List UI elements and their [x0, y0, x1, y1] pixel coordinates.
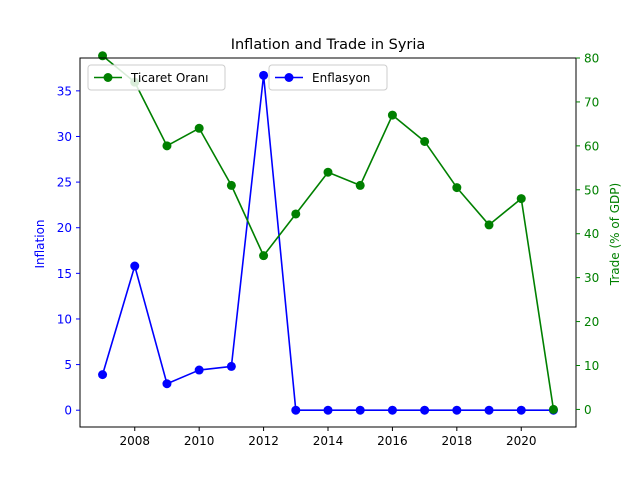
left-tick-label: 0: [64, 404, 72, 418]
trade-point: [452, 183, 462, 193]
trade-point: [98, 51, 108, 61]
right-tick-label: 50: [584, 183, 599, 197]
right-tick-label: 0: [584, 403, 592, 417]
inflation-point: [194, 365, 204, 375]
inflation-point: [226, 361, 236, 371]
inflation-point: [291, 405, 301, 415]
trade-point: [323, 167, 333, 177]
x-tick-label: 2012: [248, 434, 279, 448]
trade-point: [291, 209, 301, 219]
x-tick-label: 2010: [184, 434, 215, 448]
trade-point: [355, 180, 365, 190]
x-tick-label: 2008: [119, 434, 150, 448]
left-tick-label: 30: [57, 130, 72, 144]
inflation-legend-marker: [284, 73, 294, 82]
inflation-point: [516, 405, 526, 415]
right-tick-label: 60: [584, 139, 599, 153]
inflation-point: [420, 405, 430, 415]
inflation-point: [484, 405, 494, 415]
inflation-point: [259, 70, 269, 80]
right-tick-label: 40: [584, 227, 599, 241]
left-tick-label: 5: [64, 358, 72, 372]
trade-point: [259, 251, 269, 261]
right-tick-label: 80: [584, 52, 599, 66]
left-tick-label: 20: [57, 221, 72, 235]
left-tick-label: 15: [57, 267, 72, 281]
trade-legend-marker: [103, 73, 113, 82]
left-tick-label: 10: [57, 312, 72, 326]
trade-point: [194, 123, 204, 133]
trade-point: [516, 194, 526, 204]
inflation-point: [355, 405, 365, 415]
left-tick-label: 25: [57, 176, 72, 190]
trade-point: [162, 141, 172, 151]
trade-legend-box: [87, 64, 226, 91]
inflation-point: [387, 405, 397, 415]
inflation-point: [323, 405, 333, 415]
trade-point: [387, 110, 397, 120]
inflation-point: [452, 405, 462, 415]
right-tick-label: 20: [584, 315, 599, 329]
x-tick-label: 2020: [506, 434, 537, 448]
trade-point: [548, 404, 558, 414]
left-tick-label: 35: [57, 84, 72, 98]
trade-point: [226, 180, 236, 190]
inflation-point: [98, 370, 108, 380]
x-tick-label: 2018: [442, 434, 473, 448]
plot-area: 2008 2010 2012 2014 2016 2018 2020051015202530…: [57, 51, 599, 448]
inflation-legend-label: Enflasyon: [312, 71, 370, 85]
trade-point: [484, 220, 494, 230]
x-tick-label: 2016: [377, 434, 408, 448]
chart-title: Inflation and Trade in Syria: [231, 37, 426, 53]
right-tick-label: 30: [584, 271, 599, 285]
right-tick-label: 70: [584, 95, 599, 109]
x-tick-label: 2014: [313, 434, 344, 448]
right-tick-label: 10: [584, 359, 599, 373]
left-axis-label: Inflation: [33, 219, 47, 268]
right-axis-label: Trade (% of GDP): [608, 183, 622, 286]
inflation-legend-box: [268, 64, 388, 91]
trade-point: [420, 136, 430, 146]
trade-legend-label: Ticaret Oranı: [130, 71, 209, 85]
inflation-point: [130, 261, 140, 271]
inflation-point: [162, 379, 172, 389]
